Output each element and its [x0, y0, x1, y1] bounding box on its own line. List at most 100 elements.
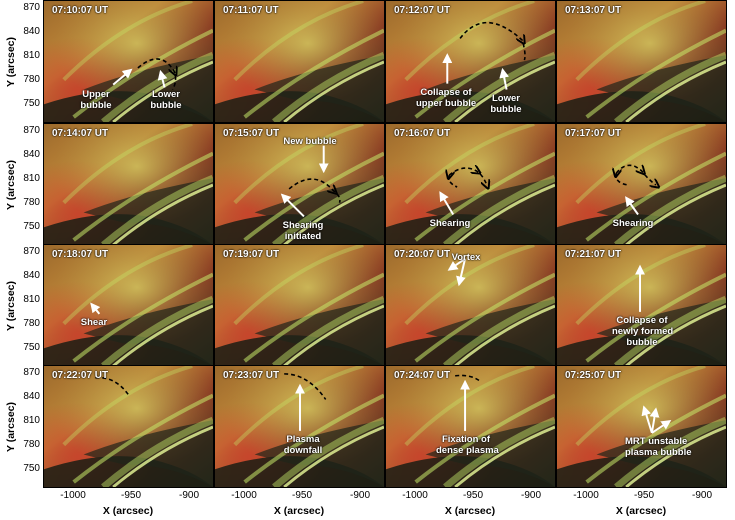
panel-timestamp: 07:21:07 UT	[565, 249, 622, 260]
image-panel: 07:11:07 UT	[214, 0, 385, 123]
coronal-loop	[404, 124, 535, 205]
x-tick-label: -900	[349, 490, 370, 501]
dark-filament	[386, 91, 555, 122]
panel-timestamp: 07:11:07 UT	[223, 5, 279, 16]
y-tick-label: 810	[23, 294, 40, 305]
coronal-loop	[72, 151, 213, 242]
x-tick-label: -1000	[402, 490, 428, 501]
bright-loop-core	[112, 60, 213, 122]
x-tick-label: -1000	[573, 490, 599, 501]
panel-timestamp: 07:13:07 UT	[565, 5, 622, 16]
dark-region	[425, 55, 555, 122]
panel-annotation: Lower bubble	[490, 93, 522, 115]
panel-annotation: Vortex	[451, 252, 481, 263]
bright-loop-core	[625, 60, 726, 122]
panel-annotation: MRT unstable plasma bubble	[625, 436, 692, 458]
solar-image	[44, 245, 213, 366]
y-tick-label: 840	[23, 270, 40, 281]
x-axis-label: X (arcsec)	[615, 505, 667, 517]
image-panel: 07:16:07 UT Shearing	[385, 123, 556, 246]
coronal-loop	[243, 28, 384, 119]
x-tick-label: -950	[633, 490, 654, 501]
annotation-arrow	[280, 193, 305, 218]
dark-region	[254, 420, 384, 487]
x-axis-label: X (arcsec)	[102, 505, 154, 517]
panel-annotation: Shear	[80, 317, 108, 328]
coronal-loop	[233, 245, 364, 326]
panel-timestamp: 07:16:07 UT	[394, 128, 451, 139]
dark-filament	[44, 91, 213, 122]
annotation-arrow	[625, 196, 639, 216]
coronal-loop	[101, 295, 213, 366]
dark-filament	[557, 91, 726, 122]
dark-region	[83, 420, 213, 487]
solar-image	[386, 124, 555, 245]
dark-region	[596, 299, 726, 366]
y-tick-label: 780	[23, 197, 40, 208]
panel-annotation: Shearing	[612, 218, 654, 229]
coronal-loop	[614, 295, 726, 366]
dark-filament	[557, 335, 726, 366]
bright-loop-core	[454, 60, 555, 122]
dashed-bubble-outline	[95, 376, 130, 396]
x-tick-label: -950	[120, 490, 141, 501]
coronal-loop	[414, 272, 555, 363]
coronal-loop	[72, 272, 213, 363]
coronal-loop	[575, 245, 706, 326]
coronal-loop	[272, 174, 384, 245]
panel-annotation: Plasma downfall	[283, 434, 323, 456]
solar-image	[215, 1, 384, 122]
annotation-arrow	[112, 68, 133, 86]
solar-image	[44, 1, 213, 122]
solar-image	[215, 366, 384, 487]
panel-annotation: Collapse of upper bubble	[416, 87, 477, 109]
coronal-loop	[272, 295, 384, 366]
y-axis-label: Y (arcsec)	[5, 160, 17, 211]
y-tick-label: 840	[23, 391, 40, 402]
coronal-loop	[443, 51, 555, 122]
y-tick-label: 750	[23, 342, 40, 353]
y-tick-label: 810	[23, 173, 40, 184]
image-panel: 07:24:07 UT Fixation of dense plasma	[385, 365, 556, 488]
bright-loop-core	[625, 425, 726, 487]
coronal-loop	[443, 295, 555, 366]
coronal-loop	[414, 151, 555, 242]
x-axis-label: X (arcsec)	[273, 505, 325, 517]
solar-image	[215, 124, 384, 245]
coronal-loop	[614, 174, 726, 245]
x-tick-label: -950	[462, 490, 483, 501]
bright-loop-core	[454, 304, 555, 366]
annotation-arrow	[439, 191, 455, 216]
dark-region	[596, 420, 726, 487]
dark-filament	[386, 214, 555, 245]
coronal-loop	[414, 28, 555, 119]
annotation-arrow	[447, 257, 466, 271]
bright-loop-core	[112, 183, 213, 245]
bright-loop-core	[283, 183, 384, 245]
panel-timestamp: 07:25:07 UT	[565, 370, 622, 381]
annotation-arrow	[157, 69, 168, 88]
dashed-bubble-outline	[449, 168, 487, 187]
coronal-loop	[585, 151, 726, 242]
solar-image	[215, 245, 384, 366]
dark-region	[254, 55, 384, 122]
dark-filament	[215, 456, 384, 487]
dark-filament	[215, 335, 384, 366]
coronal-loop	[443, 174, 555, 245]
x-tick-label: -900	[691, 490, 712, 501]
dark-region	[425, 178, 555, 245]
dark-region	[425, 420, 555, 487]
coronal-loop	[272, 416, 384, 487]
coronal-loop	[443, 416, 555, 487]
image-panel: 07:18:07 UT Shear	[43, 244, 214, 367]
coronal-loop	[72, 393, 213, 484]
dashed-bubble-outline	[459, 21, 525, 61]
x-axis-label: X (arcsec)	[444, 505, 496, 517]
coronal-loop	[404, 366, 535, 447]
y-tick-label: 870	[23, 125, 40, 136]
y-tick-label: 750	[23, 463, 40, 474]
image-panel: 07:13:07 UT	[556, 0, 727, 123]
dark-filament	[215, 91, 384, 122]
y-tick-label: 870	[23, 246, 40, 257]
